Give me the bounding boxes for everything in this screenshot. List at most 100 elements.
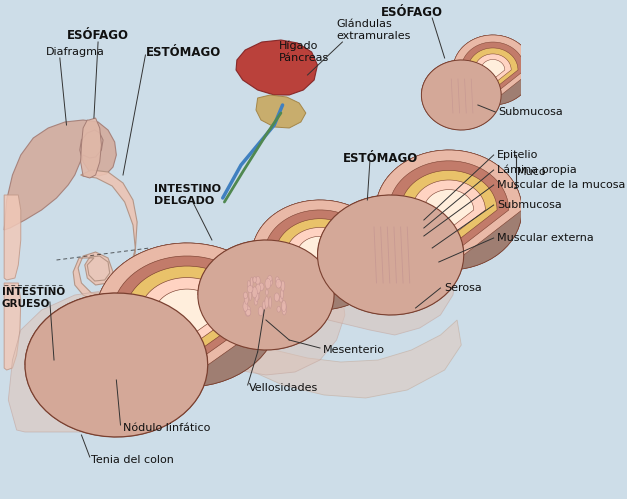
- Ellipse shape: [279, 297, 283, 302]
- Polygon shape: [443, 54, 511, 111]
- Polygon shape: [25, 243, 278, 365]
- Polygon shape: [41, 256, 262, 365]
- Ellipse shape: [276, 279, 282, 288]
- Polygon shape: [81, 118, 102, 178]
- Ellipse shape: [278, 281, 282, 288]
- Text: Submucosa: Submucosa: [498, 107, 564, 117]
- Text: Hígado
Páncreas: Hígado Páncreas: [278, 41, 329, 63]
- Ellipse shape: [265, 296, 268, 308]
- Ellipse shape: [246, 309, 251, 316]
- Text: Muco: Muco: [517, 167, 547, 177]
- Polygon shape: [376, 150, 522, 270]
- Ellipse shape: [243, 301, 248, 311]
- Text: Mesenterio: Mesenterio: [322, 345, 384, 355]
- Polygon shape: [25, 243, 278, 437]
- Polygon shape: [436, 48, 518, 95]
- Polygon shape: [69, 277, 234, 402]
- Polygon shape: [429, 67, 493, 123]
- Ellipse shape: [249, 289, 251, 300]
- Polygon shape: [154, 289, 220, 341]
- Text: Lámina propia: Lámina propia: [497, 165, 577, 175]
- Text: ESTÓMAGO: ESTÓMAGO: [342, 152, 418, 165]
- Polygon shape: [421, 60, 501, 130]
- Text: Nódulo linfático: Nódulo linfático: [123, 423, 211, 433]
- Polygon shape: [330, 206, 451, 304]
- Polygon shape: [354, 180, 485, 285]
- Polygon shape: [317, 150, 522, 315]
- Ellipse shape: [281, 289, 283, 299]
- Ellipse shape: [256, 292, 260, 299]
- Text: Tenia del colon: Tenia del colon: [92, 455, 174, 465]
- Ellipse shape: [255, 276, 260, 284]
- Text: ESÓFAGO: ESÓFAGO: [67, 28, 129, 41]
- Polygon shape: [389, 161, 508, 259]
- Ellipse shape: [259, 283, 264, 290]
- Polygon shape: [330, 161, 508, 255]
- Polygon shape: [342, 216, 439, 294]
- Text: ESTÓMAGO: ESTÓMAGO: [145, 45, 221, 58]
- Ellipse shape: [258, 306, 263, 316]
- Polygon shape: [198, 200, 388, 295]
- Ellipse shape: [253, 277, 256, 283]
- Polygon shape: [25, 293, 208, 437]
- Polygon shape: [236, 40, 317, 95]
- Polygon shape: [221, 258, 311, 331]
- Ellipse shape: [268, 275, 272, 282]
- Polygon shape: [55, 316, 179, 414]
- Polygon shape: [112, 256, 262, 374]
- Text: INTESTINO
DELGADO: INTESTINO DELGADO: [154, 184, 221, 206]
- Polygon shape: [275, 219, 365, 291]
- Polygon shape: [424, 190, 473, 231]
- Polygon shape: [210, 250, 322, 340]
- Polygon shape: [436, 73, 487, 117]
- Polygon shape: [55, 266, 249, 414]
- Text: Serosa: Serosa: [445, 283, 482, 293]
- Polygon shape: [4, 120, 117, 230]
- Text: Epitelio: Epitelio: [497, 150, 539, 160]
- Polygon shape: [129, 326, 179, 358]
- Polygon shape: [342, 171, 497, 255]
- Text: Muscular externa: Muscular externa: [497, 233, 594, 243]
- Polygon shape: [318, 195, 464, 315]
- Ellipse shape: [263, 301, 266, 309]
- Ellipse shape: [245, 295, 248, 304]
- Ellipse shape: [282, 303, 287, 315]
- Text: Muscular de la mucosa: Muscular de la mucosa: [497, 180, 625, 190]
- Ellipse shape: [252, 287, 257, 298]
- Ellipse shape: [281, 281, 285, 291]
- Polygon shape: [54, 266, 249, 365]
- Ellipse shape: [282, 300, 286, 312]
- Polygon shape: [354, 225, 427, 285]
- Polygon shape: [421, 35, 533, 130]
- Polygon shape: [198, 200, 388, 350]
- Polygon shape: [468, 48, 518, 92]
- Polygon shape: [450, 59, 505, 95]
- Polygon shape: [83, 289, 220, 365]
- Polygon shape: [232, 228, 354, 322]
- Polygon shape: [221, 219, 365, 331]
- Ellipse shape: [247, 285, 253, 293]
- Polygon shape: [354, 180, 485, 255]
- Polygon shape: [429, 42, 525, 123]
- Ellipse shape: [254, 296, 258, 305]
- Polygon shape: [8, 290, 206, 432]
- Ellipse shape: [269, 278, 272, 286]
- Polygon shape: [210, 210, 376, 295]
- Ellipse shape: [274, 293, 279, 301]
- Polygon shape: [69, 327, 164, 402]
- Text: Diafragma: Diafragma: [46, 47, 105, 57]
- Polygon shape: [453, 35, 533, 105]
- Text: Submucosa: Submucosa: [497, 200, 562, 210]
- Polygon shape: [429, 42, 525, 95]
- Ellipse shape: [245, 306, 251, 316]
- Polygon shape: [286, 228, 354, 282]
- Text: INTESTINO
GRUESO: INTESTINO GRUESO: [2, 287, 65, 309]
- Text: Glándulas
extramurales: Glándulas extramurales: [337, 19, 411, 41]
- Polygon shape: [114, 312, 161, 344]
- Polygon shape: [330, 161, 508, 304]
- Polygon shape: [443, 79, 480, 111]
- Ellipse shape: [243, 292, 248, 299]
- Polygon shape: [199, 240, 345, 375]
- Polygon shape: [69, 277, 234, 365]
- Polygon shape: [232, 267, 300, 322]
